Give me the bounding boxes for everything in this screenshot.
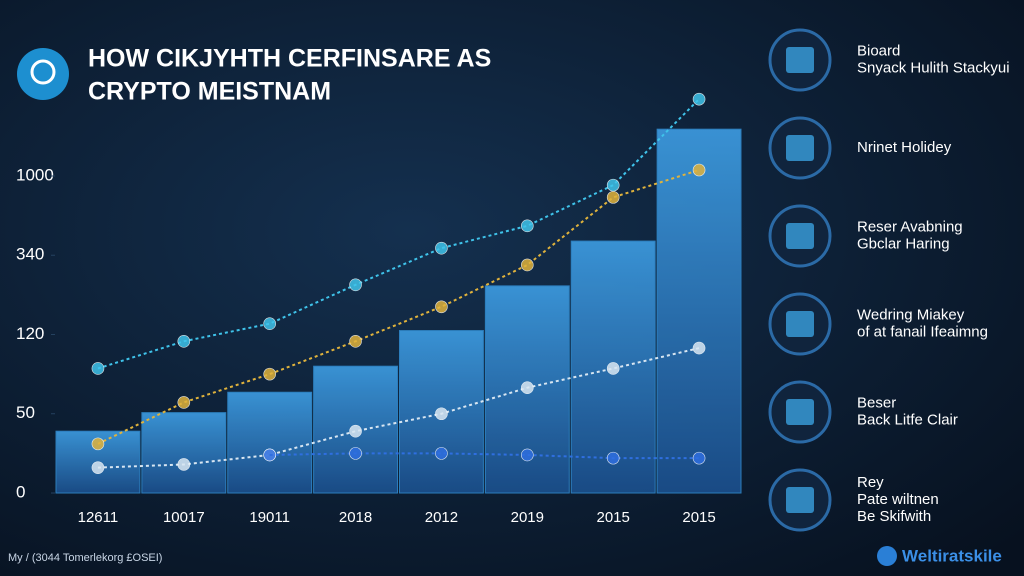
x-tick-label: 10017 [163, 509, 205, 526]
series-point [521, 381, 534, 395]
series-point [521, 258, 534, 272]
x-tick-label: 2012 [425, 509, 458, 526]
y-tick-label: 340 [16, 245, 44, 264]
series-point [177, 334, 191, 348]
sidebar-text: Bioard [857, 42, 900, 59]
sidebar-icon-art [786, 487, 814, 513]
sidebar-text: Gbclar Haring [857, 235, 950, 252]
brand: Weltiratskile [902, 546, 1002, 565]
series-point [606, 191, 620, 204]
series-point [91, 362, 105, 375]
sidebar-icon-art [786, 223, 814, 249]
x-tick-label: 12611 [78, 509, 119, 526]
series-point [606, 451, 620, 465]
series-point [606, 178, 620, 192]
y-tick-label: 50 [16, 403, 35, 422]
bar [141, 412, 227, 494]
x-tick-label: 19011 [249, 509, 290, 526]
series-point [435, 300, 448, 314]
x-tick-label: 2018 [339, 509, 372, 526]
series-point [692, 163, 706, 177]
series-point [263, 367, 276, 381]
series-point [521, 219, 534, 233]
x-tick-label: 2019 [511, 509, 544, 526]
series-point [435, 241, 448, 255]
sidebar-icon-art [786, 311, 814, 337]
sidebar-text: of at fanail Ifeaimng [857, 323, 988, 340]
sidebar-text: Wedring Miakey [857, 306, 965, 323]
series-point [349, 424, 362, 438]
sidebar-text: Rey [857, 474, 884, 491]
series-point [435, 407, 448, 421]
sidebar-text: Pate wiltnen [857, 491, 939, 508]
series-point [349, 278, 362, 292]
footer-note: My / (3044 Tomerlekorg £OSEI) [8, 552, 162, 564]
sidebar-icon-art [786, 399, 814, 425]
title-line: HOW CIKJYHTH CERFINSARE AS [88, 45, 491, 73]
sidebar-text: Back Litfe Clair [857, 411, 958, 428]
series-point [263, 317, 276, 330]
series-point [91, 461, 105, 474]
series-point [177, 458, 191, 471]
series-point [91, 437, 105, 451]
series-point [692, 92, 706, 106]
sidebar-icon-art [786, 135, 814, 161]
logo-icon [30, 59, 56, 85]
series-point [349, 447, 362, 460]
sidebar-text: Snyack Hulith Stackyui [857, 59, 1010, 76]
sidebar-text: Reser Avabning [857, 218, 963, 235]
series-point [692, 451, 706, 465]
series-point [349, 334, 362, 348]
y-tick-label: 120 [16, 324, 44, 343]
y-tick-label: 0 [16, 482, 25, 501]
bar [227, 391, 313, 494]
series-point [606, 362, 620, 375]
series-point [521, 448, 534, 462]
logo [17, 48, 69, 100]
sidebar-text: Be Skifwith [857, 508, 931, 525]
series-line [97, 347, 700, 469]
y-tick-label: 1000 [16, 165, 54, 184]
sidebar-icon-art [786, 47, 814, 73]
title-line: CRYPTO MEISTNAM [88, 78, 331, 106]
series-point [692, 341, 706, 355]
series-point [177, 396, 191, 409]
series-point [435, 447, 448, 460]
sidebar-text: Nrinet Holidey [857, 139, 952, 156]
chart: 0 50 120 340 1000 12611 10017 19011 2018 2012 2019… [16, 92, 742, 526]
series-point [263, 448, 276, 462]
bar [656, 128, 742, 494]
x-tick-label: 2015 [682, 509, 715, 526]
series-line [97, 169, 700, 445]
sidebar-text: Beser [857, 394, 896, 411]
brand-icon [877, 546, 897, 566]
x-tick-label: 2015 [597, 509, 630, 526]
series-line [97, 98, 700, 370]
